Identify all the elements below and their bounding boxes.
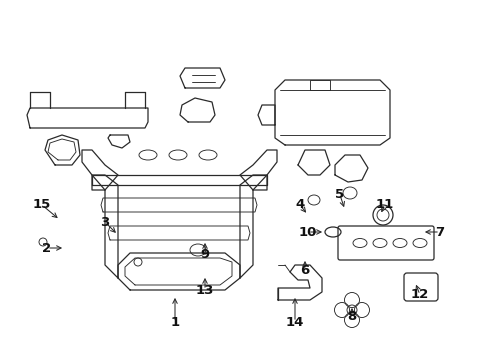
Text: 10: 10 — [298, 225, 317, 238]
Text: 8: 8 — [346, 310, 356, 324]
Text: 7: 7 — [434, 225, 444, 238]
Text: 15: 15 — [33, 198, 51, 211]
Text: 6: 6 — [300, 264, 309, 276]
Text: 4: 4 — [295, 198, 304, 211]
Text: 1: 1 — [170, 315, 179, 328]
Text: 3: 3 — [100, 216, 109, 229]
Text: 9: 9 — [200, 248, 209, 261]
Text: 2: 2 — [42, 242, 51, 255]
Text: 12: 12 — [410, 288, 428, 302]
Text: 5: 5 — [335, 189, 344, 202]
Text: 13: 13 — [195, 284, 214, 297]
Text: 14: 14 — [285, 315, 304, 328]
Text: 11: 11 — [375, 198, 393, 211]
